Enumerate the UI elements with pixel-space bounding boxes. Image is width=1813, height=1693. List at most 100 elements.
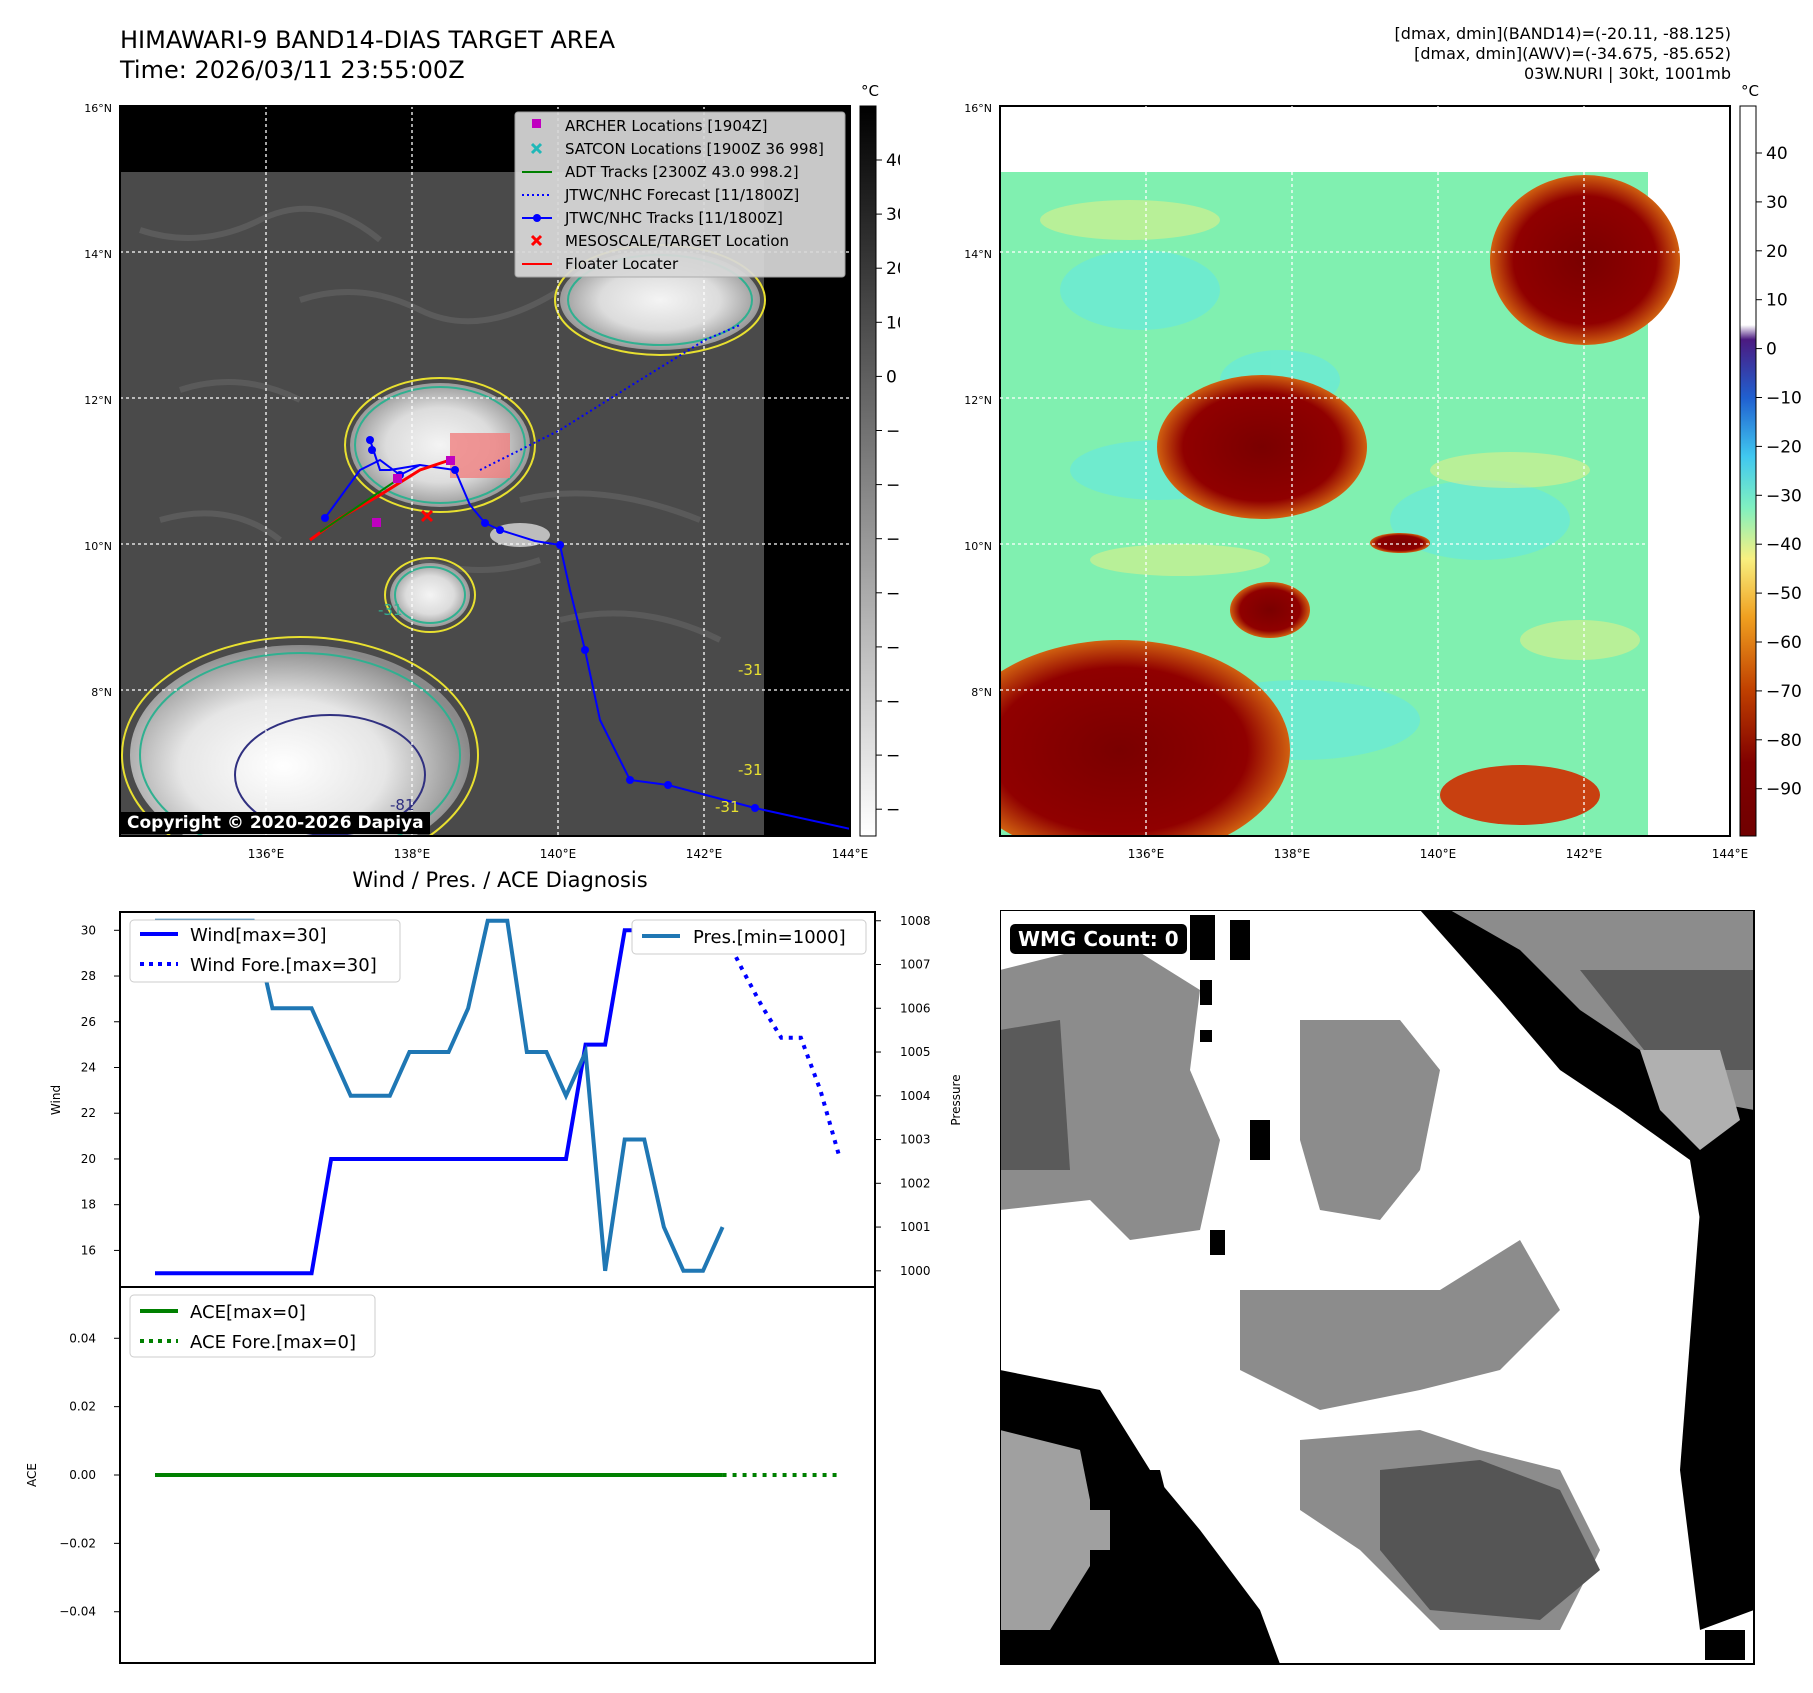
wmg-panel xyxy=(1000,910,1755,1665)
lon-tick: 142°E xyxy=(1566,847,1603,861)
lon-tick: 136°E xyxy=(248,847,285,861)
wind-tick: 30 xyxy=(81,923,96,937)
ace-legend: ACE[max=0] ACE Fore.[max=0] xyxy=(129,1294,376,1358)
ace-tick: 0.04 xyxy=(69,1331,96,1345)
wind-tick: 22 xyxy=(81,1106,96,1120)
wind-tick: 16 xyxy=(81,1243,96,1257)
lon-tick: 144°E xyxy=(832,847,869,861)
chart-title: HIMAWARI-9 BAND14-DIAS TARGET AREA xyxy=(120,26,616,54)
legend-ace-fore: ACE Fore.[max=0] xyxy=(190,1332,356,1353)
ace-tick: 0.02 xyxy=(69,1400,96,1414)
ace-tick: −0.02 xyxy=(59,1536,96,1550)
lon-tick: 142°E xyxy=(686,847,723,861)
contour-label: -31 xyxy=(738,761,763,779)
lat-tick: 14°N xyxy=(964,248,992,261)
pressure-tick: 1005 xyxy=(900,1045,931,1059)
lat-tick: 10°N xyxy=(84,540,112,553)
colorbar-tick: −60 xyxy=(886,692,900,712)
legend-item: SATCON Locations [1900Z 36 998] xyxy=(565,140,824,158)
info-awv: [dmax, dmin](AWV)=(-34.675, -85.652) xyxy=(1414,44,1731,63)
colorbar-tick: −30 xyxy=(1766,486,1802,506)
wind-line xyxy=(155,928,723,1276)
legend-ace: ACE[max=0] xyxy=(190,1302,306,1323)
diagnosis-title: Wind / Pres. / ACE Diagnosis xyxy=(352,868,648,892)
colorbar-tick: 30 xyxy=(1766,193,1788,213)
ace-axis-label: ACE xyxy=(25,1463,39,1487)
contour-label: -31 xyxy=(738,661,763,679)
wind-forecast-line xyxy=(720,929,842,1160)
contour-label: -31 xyxy=(715,798,740,816)
colorbar-tick: −40 xyxy=(886,584,900,604)
colorbar-tick: 10 xyxy=(886,313,900,333)
legend-item: ARCHER Locations [1904Z] xyxy=(565,117,768,135)
legend-item: JTWC/NHC Forecast [11/1800Z] xyxy=(564,186,799,204)
pressure-tick: 1002 xyxy=(900,1176,931,1190)
colorbar-tick: −30 xyxy=(886,530,900,550)
legend-wind-fore: Wind Fore.[max=30] xyxy=(190,955,377,976)
pressure-tick: 1007 xyxy=(900,958,931,972)
colorbar-tick: −10 xyxy=(1766,389,1802,409)
colorbar-unit: °C xyxy=(1741,82,1759,100)
colorbar-tick: −70 xyxy=(1766,682,1802,702)
wind-tick: 24 xyxy=(81,1060,96,1074)
colorbar-tick: −50 xyxy=(1766,584,1802,604)
colorbar-tick: 20 xyxy=(886,259,900,279)
legend-item: MESOSCALE/TARGET Location xyxy=(565,232,789,250)
colorbar-tick: 10 xyxy=(1766,291,1788,311)
colorbar-tick: 40 xyxy=(1766,144,1788,164)
lon-tick: 144°E xyxy=(1712,847,1749,861)
lat-tick: 12°N xyxy=(964,394,992,407)
colorbar-tick: 0 xyxy=(1766,340,1777,360)
colorbar-tick: −90 xyxy=(1766,780,1802,800)
contour-label: -31 xyxy=(378,601,403,619)
info-band14: [dmax, dmin](BAND14)=(-20.11, -88.125) xyxy=(1394,24,1731,43)
colorbar-tick: −40 xyxy=(1766,535,1802,555)
lon-tick: 140°E xyxy=(540,847,577,861)
wind-tick: 26 xyxy=(81,1015,96,1029)
colorbar-tick: −10 xyxy=(886,422,900,442)
colorbar-awv xyxy=(1739,105,1757,837)
wmg-count-badge: WMG Count: 0 xyxy=(1010,924,1187,954)
band14-map-panel: -31 -31 -31 -31 -81 ARCHER Locations [19… xyxy=(84,82,900,861)
pressure-legend: Pres.[min=1000] xyxy=(631,919,867,955)
pressure-axis-label: Pressure xyxy=(949,1074,963,1125)
lat-tick: 14°N xyxy=(84,248,112,261)
legend-item: JTWC/NHC Tracks [11/1800Z] xyxy=(564,209,783,227)
colorbar-tick: −50 xyxy=(886,638,900,658)
lat-tick: 16°N xyxy=(84,102,112,115)
lon-tick: 138°E xyxy=(1274,847,1311,861)
ace-tick: −0.04 xyxy=(59,1605,96,1619)
contour-label: -81 xyxy=(390,796,415,814)
pressure-tick: 1006 xyxy=(900,1001,931,1015)
colorbar-tick: −80 xyxy=(1766,731,1802,751)
colorbar-tick: 20 xyxy=(1766,242,1788,262)
legend-item: ADT Tracks [2300Z 43.0 998.2] xyxy=(565,163,799,181)
copyright-label: Copyright © 2020-2026 Dapiya xyxy=(121,812,430,834)
diagnosis-panel: 30 28 26 24 22 20 18 16 1008 1007 1006 1005 1004 1003… xyxy=(25,911,963,1664)
legend-pressure: Pres.[min=1000] xyxy=(693,927,846,948)
lat-tick: 10°N xyxy=(964,540,992,553)
lat-tick: 8°N xyxy=(971,686,992,699)
colorbar-bw xyxy=(859,105,877,837)
colorbar-tick: 30 xyxy=(886,205,900,225)
colorbar-tick: −70 xyxy=(886,746,900,766)
lat-tick: 12°N xyxy=(84,394,112,407)
wind-legend: Wind[max=30] Wind Fore.[max=30] xyxy=(129,919,401,983)
lon-tick: 136°E xyxy=(1128,847,1165,861)
colorbar-unit: °C xyxy=(861,82,879,100)
pressure-tick: 1000 xyxy=(900,1264,931,1278)
ace-tick: 0.00 xyxy=(69,1468,96,1482)
colorbar-tick: −80 xyxy=(886,800,900,820)
colorbar-tick: −20 xyxy=(1766,437,1802,457)
lon-tick: 138°E xyxy=(394,847,431,861)
colorbar-tick: 0 xyxy=(886,367,897,387)
lat-tick: 16°N xyxy=(964,102,992,115)
pressure-tick: 1008 xyxy=(900,914,931,928)
legend-item: Floater Locater xyxy=(565,255,679,273)
lon-tick: 140°E xyxy=(1420,847,1457,861)
chart-time: Time: 2026/03/11 23:55:00Z xyxy=(120,56,465,84)
awv-map-panel: 16°N 14°N 12°N 10°N 8°N 136°E 138°E 140°… xyxy=(964,82,1802,861)
wind-tick: 28 xyxy=(81,969,96,983)
map-legend: ARCHER Locations [1904Z] SATCON Location… xyxy=(514,111,846,278)
colorbar-tick: 40 xyxy=(886,151,900,171)
